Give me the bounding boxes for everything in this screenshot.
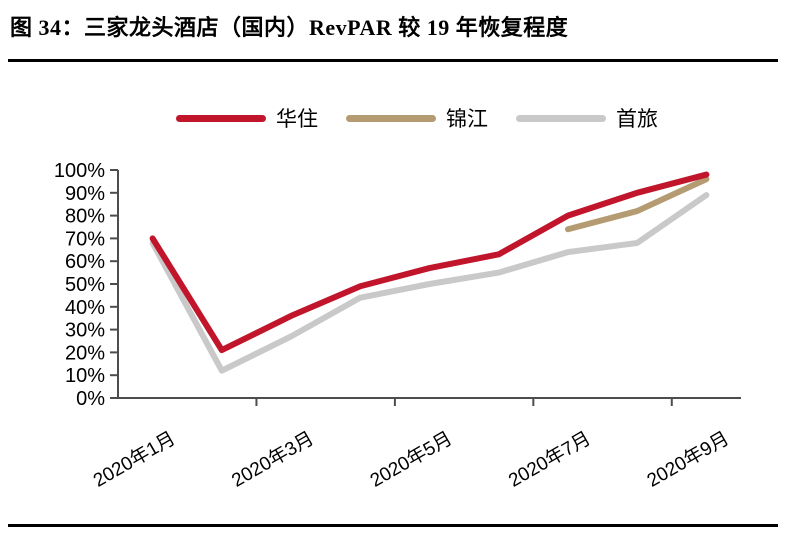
x-axis-tick-label: 2020年1月 — [89, 427, 179, 491]
legend-item-shoulv: 首旅 — [516, 103, 658, 133]
x-axis-tick-label: 2020年7月 — [505, 427, 595, 491]
y-axis-tick-label: 30% — [65, 320, 105, 342]
series-line-jinjiang — [564, 176, 710, 233]
bottom-divider-rule — [8, 524, 778, 527]
legend-item-huazhu: 华住 — [176, 103, 318, 133]
y-axis-tick-label: 70% — [65, 228, 105, 250]
y-axis-tick-label: 80% — [65, 206, 105, 228]
y-axis-tick-label: 50% — [65, 274, 105, 296]
series-line-shoulv — [149, 192, 710, 374]
y-axis-tick-label: 0% — [76, 388, 105, 410]
y-axis-tick-label: 40% — [65, 297, 105, 319]
legend-line-swatch-shoulv — [516, 114, 606, 122]
legend-item-jinjiang: 锦江 — [346, 103, 488, 133]
revpar-recovery-line-chart: 100%90%80%70%60%50%40%30%20%10%0% 2020年1月… — [54, 160, 741, 492]
legend-label-shoulv: 首旅 — [616, 107, 658, 131]
y-axis-tick-label: 90% — [65, 183, 105, 205]
series-line-huazhu — [149, 171, 710, 354]
x-axis-tick-label: 2020年9月 — [643, 427, 733, 491]
legend-label-jinjiang: 锦江 — [446, 107, 488, 131]
x-axis-tick-label: 2020年3月 — [228, 427, 318, 491]
figure-title: 图 34：三家龙头酒店（国内）RevPAR 较 19 年恢复程度 — [10, 15, 569, 40]
legend-label-huazhu: 华住 — [276, 107, 318, 131]
legend-line-swatch-jinjiang — [346, 114, 436, 122]
title-divider-rule — [8, 59, 778, 62]
chart-legend: 华住 锦江 首旅 — [176, 103, 658, 133]
y-axis-tick-label: 10% — [65, 365, 105, 387]
y-axis-tick-label: 60% — [65, 251, 105, 273]
x-axis-tick-label: 2020年5月 — [366, 427, 456, 491]
y-axis-tick-label: 100% — [54, 160, 105, 182]
y-axis-tick-label: 20% — [65, 342, 105, 364]
legend-line-swatch-huazhu — [176, 114, 266, 122]
